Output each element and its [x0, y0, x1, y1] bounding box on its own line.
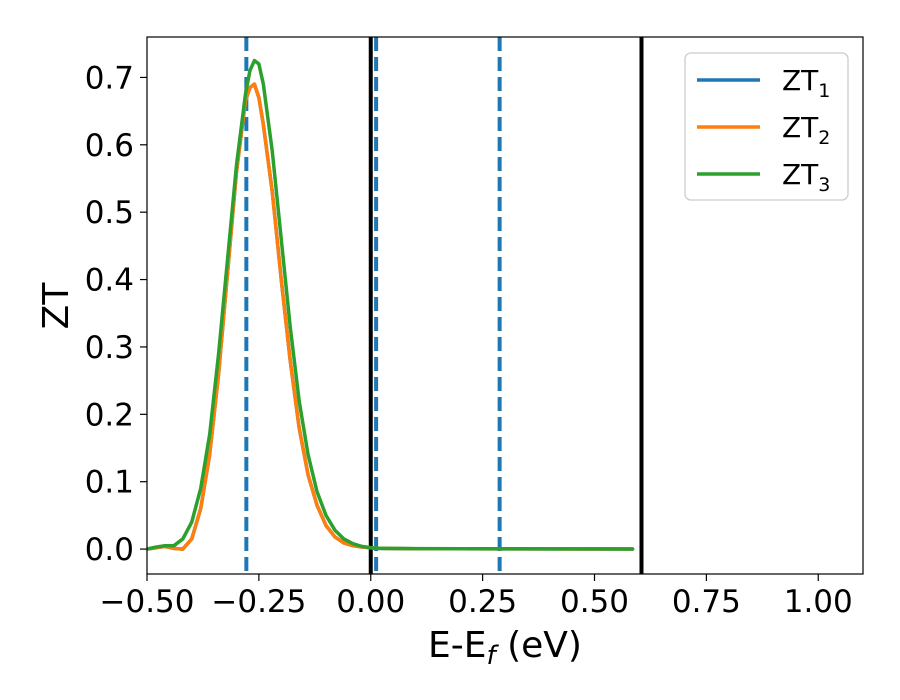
y-tick-label-0: 0.0 [85, 532, 134, 568]
y-tick-label-1: 0.1 [85, 465, 134, 501]
y-tick-label-2: 0.2 [85, 397, 134, 433]
x-axis-ticks: −0.50 −0.25 0.00 0.25 0.50 0.75 1.00 [100, 574, 853, 620]
legend: ZT1 ZT2 ZT3 [684, 52, 849, 201]
x-tick-label-3: 0.25 [448, 584, 517, 620]
legend-label-zt1: ZT1 [782, 64, 830, 102]
y-tick-label-5: 0.5 [85, 195, 134, 231]
y-axis-label: ZT [36, 282, 77, 330]
legend-label-zt3: ZT3 [782, 158, 830, 196]
x-tick-label-6: 1.00 [784, 584, 853, 620]
y-tick-label-4: 0.4 [85, 263, 134, 299]
y-tick-label-3: 0.3 [85, 330, 134, 366]
y-tick-label-7: 0.7 [85, 60, 134, 96]
vertical-reference-lines [244, 37, 644, 574]
x-tick-label-5: 0.75 [672, 584, 741, 620]
x-tick-label-0: −0.50 [100, 584, 195, 620]
y-tick-label-6: 0.6 [85, 128, 134, 164]
plot-area-frame [146, 36, 864, 575]
series-line-zt3 [147, 58, 635, 551]
legend-label-zt2: ZT2 [782, 111, 830, 149]
series-lines [147, 58, 635, 551]
x-axis-label: E-Ef (eV) [428, 625, 582, 671]
x-tick-label-4: 0.50 [560, 584, 629, 620]
x-tick-label-1: −0.25 [211, 584, 306, 620]
y-axis-ticks: 0.0 0.1 0.2 0.3 0.4 0.5 0.6 0.7 [85, 60, 147, 568]
legend-box [684, 52, 849, 201]
x-tick-label-2: 0.00 [336, 584, 405, 620]
